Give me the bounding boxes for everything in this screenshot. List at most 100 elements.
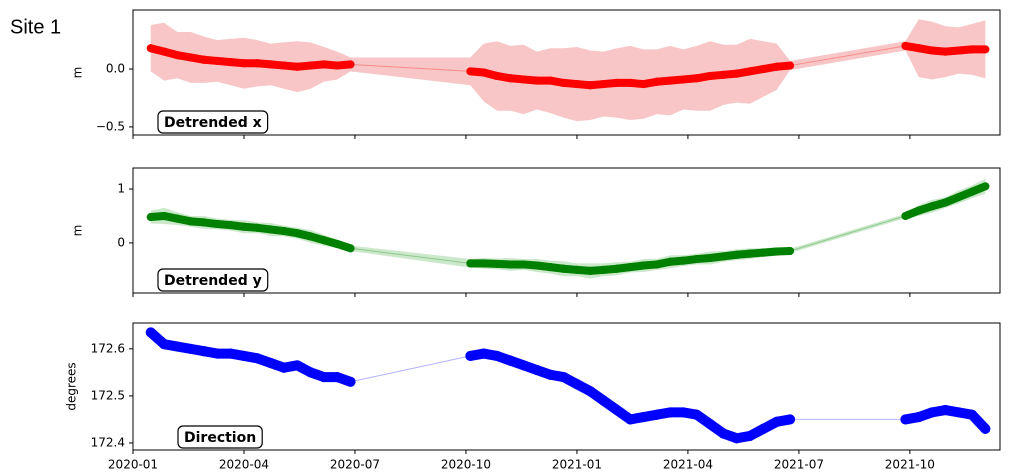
data-point (506, 74, 515, 83)
data-point (146, 44, 155, 53)
line-segment (350, 63, 471, 72)
data-point (346, 60, 355, 69)
x-tick-label: 2020-10 (441, 458, 491, 472)
data-point (968, 45, 977, 54)
data-point (519, 260, 528, 269)
data-point (954, 193, 963, 202)
data-point (941, 47, 950, 56)
x-tick-label: 2020-01 (108, 458, 158, 472)
annotation-box (177, 425, 263, 449)
data-point (253, 59, 262, 68)
data-point (159, 339, 170, 350)
data-point (732, 250, 741, 259)
data-point (226, 221, 235, 230)
x-tick-label: 2020-04 (219, 458, 269, 472)
data-point (638, 412, 649, 423)
data-point (532, 76, 541, 85)
data-point (679, 256, 688, 265)
data-point (293, 62, 302, 71)
data-point (278, 362, 289, 373)
data-point (678, 407, 689, 418)
data-point (531, 365, 542, 376)
x-tick-label: 2020-07 (330, 458, 380, 472)
data-point (319, 236, 328, 245)
line-segment (350, 355, 471, 383)
data-point (612, 78, 621, 87)
data-point (172, 341, 183, 352)
data-point (185, 343, 196, 354)
data-point (611, 405, 622, 416)
data-point (239, 59, 248, 68)
data-point (967, 409, 978, 420)
data-point (466, 259, 475, 268)
data-point (265, 357, 276, 368)
data-point (940, 405, 951, 416)
data-point (239, 222, 248, 231)
data-point (493, 71, 502, 80)
data-point (719, 252, 728, 261)
data-point (186, 53, 195, 62)
data-point (585, 386, 596, 397)
data-point (745, 430, 756, 441)
data-point (506, 260, 515, 269)
data-point (238, 350, 249, 361)
data-point (226, 58, 235, 67)
data-point (786, 61, 795, 70)
data-point (586, 266, 595, 275)
error-band (150, 19, 986, 122)
data-point (718, 428, 729, 439)
data-point (479, 68, 488, 77)
data-point (266, 60, 275, 69)
data-point (145, 327, 156, 338)
data-point (665, 407, 676, 418)
data-point (346, 244, 355, 253)
data-point (599, 80, 608, 89)
data-point (518, 360, 529, 371)
data-point (901, 41, 910, 50)
data-point (928, 46, 937, 55)
plot-area (146, 19, 990, 122)
data-point (758, 423, 769, 434)
data-point (306, 61, 315, 70)
plot-area (145, 327, 991, 444)
data-point (626, 263, 635, 272)
line-segment (789, 215, 906, 252)
data-point (981, 45, 990, 54)
data-point (293, 229, 302, 238)
data-point (505, 355, 516, 366)
data-point (625, 414, 636, 425)
data-point (719, 70, 728, 79)
axes-frame (132, 167, 1001, 294)
data-point (954, 46, 963, 55)
data-point (786, 246, 795, 255)
data-point (759, 248, 768, 257)
data-point (968, 187, 977, 196)
data-point (914, 206, 923, 215)
data-point (225, 348, 236, 359)
x-tick-label: 2021-01 (552, 458, 602, 472)
data-point (546, 263, 555, 272)
line-segment (350, 247, 471, 264)
data-point (252, 353, 263, 364)
plot-area (146, 178, 990, 279)
data-point (666, 76, 675, 85)
data-point (546, 76, 555, 85)
x-tick-label: 2021-07 (774, 458, 824, 472)
data-point (666, 257, 675, 266)
data-point (200, 55, 209, 64)
y-tick-label: −0.5 (96, 119, 125, 133)
data-point (941, 198, 950, 207)
data-point (746, 67, 755, 76)
data-point (771, 416, 782, 427)
data-point (319, 60, 328, 69)
x-tick-label: 2021-04 (663, 458, 713, 472)
annotation: Detrended y (164, 273, 262, 289)
data-point (705, 419, 716, 430)
data-point (186, 217, 195, 226)
annotation: Detrended x (164, 115, 262, 131)
data-point (332, 372, 343, 383)
data-point (160, 211, 169, 220)
data-point (692, 255, 701, 264)
data-point (479, 259, 488, 268)
